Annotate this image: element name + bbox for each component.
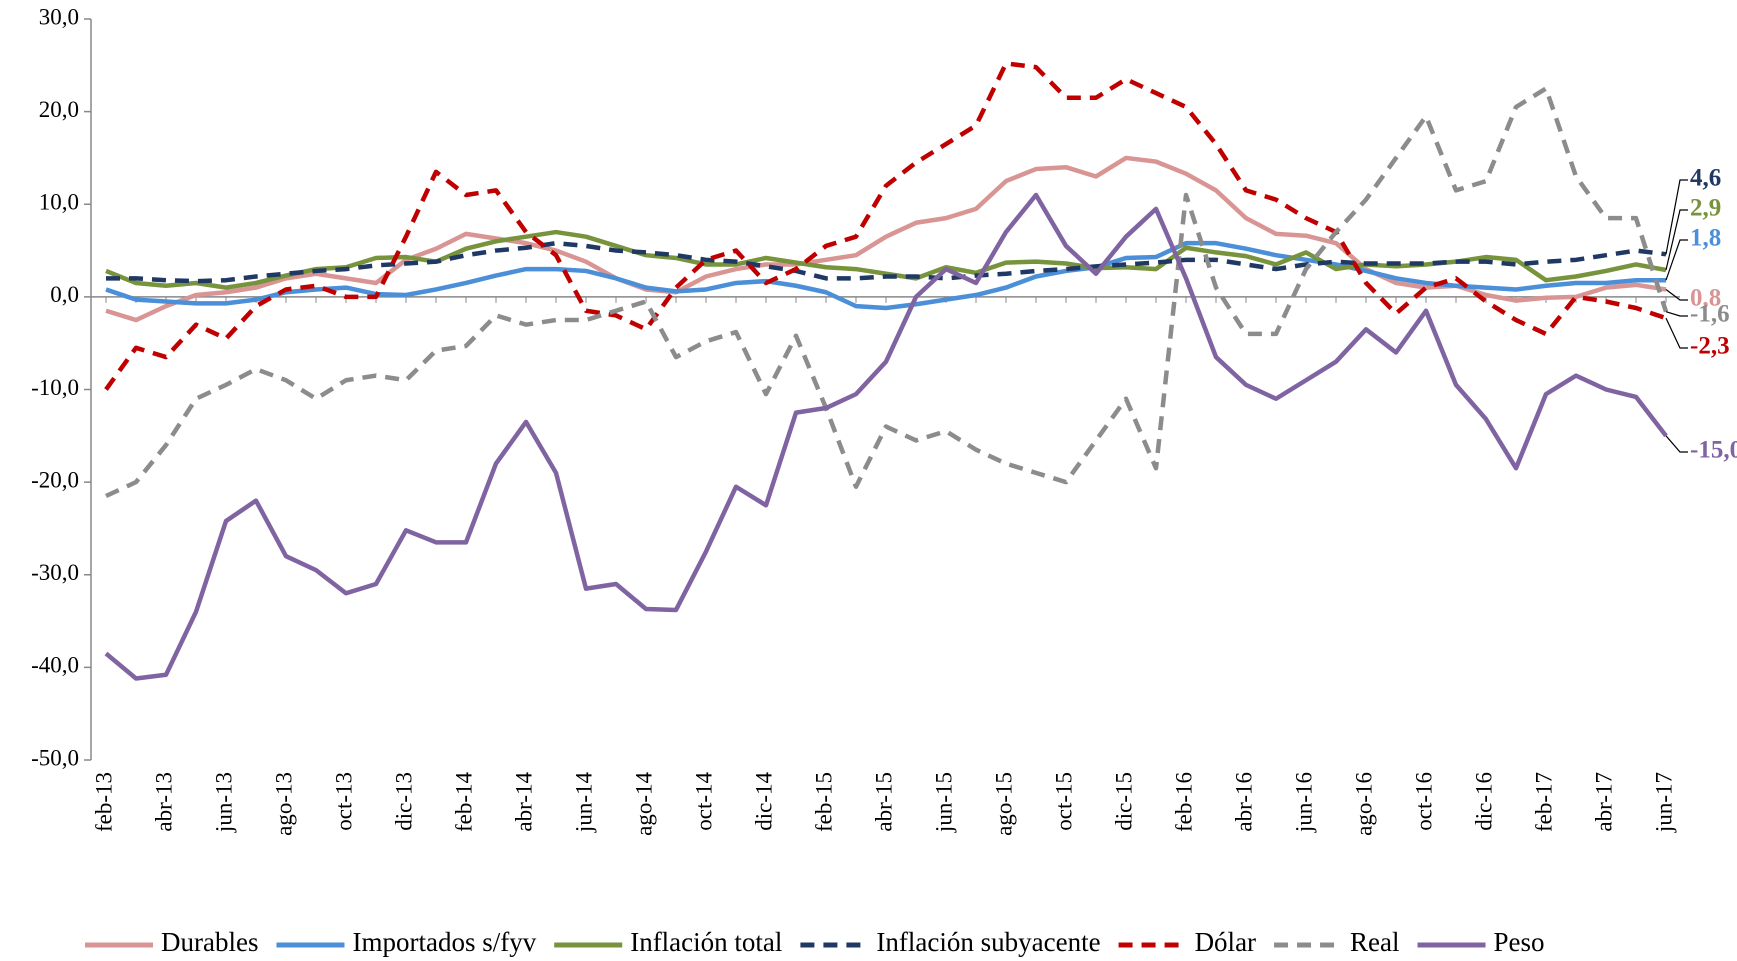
series-line — [105, 155, 1667, 323]
x-tick-label: oct-15 — [1051, 772, 1076, 831]
y-tick-label: -50,0 — [31, 745, 79, 770]
end-label: -1,6 — [1690, 301, 1730, 328]
y-tick-label: 20,0 — [39, 97, 79, 122]
x-tick-label: jun-15 — [931, 772, 956, 833]
series-line — [105, 86, 1669, 499]
legend-label: Inflación subyacente — [876, 927, 1100, 957]
x-tick-label: ago-14 — [631, 772, 656, 836]
x-tick-label: feb-17 — [1531, 772, 1556, 832]
x-tick-label: jun-16 — [1291, 772, 1316, 833]
x-tick-label: dic-13 — [391, 772, 416, 831]
x-tick-label: feb-15 — [811, 772, 836, 832]
legend-label: Peso — [1494, 927, 1545, 957]
legend-label: Real — [1350, 927, 1399, 957]
x-tick-label: ago-13 — [271, 772, 296, 836]
legend-label: Importados s/fyv — [352, 927, 536, 957]
y-tick-label: -20,0 — [31, 467, 79, 492]
y-tick-label: 10,0 — [39, 190, 79, 215]
x-tick-label: feb-16 — [1171, 772, 1196, 832]
label-leader — [1665, 317, 1688, 349]
x-tick-label: dic-15 — [1111, 772, 1136, 831]
x-tick-label: ago-16 — [1351, 772, 1376, 836]
end-label: -2,3 — [1690, 333, 1730, 360]
x-tick-label: abr-15 — [871, 772, 896, 832]
series-line — [106, 240, 1667, 284]
series-line — [104, 61, 1667, 391]
series-line — [105, 229, 1667, 290]
x-tick-label: dic-16 — [1471, 772, 1496, 831]
label-leader — [1665, 209, 1688, 271]
end-label: 0,8 — [1690, 285, 1721, 312]
series-line — [104, 192, 1668, 681]
series-line — [105, 240, 1666, 311]
legend-label: Dólar — [1195, 927, 1256, 957]
end-label: 1,8 — [1690, 225, 1721, 252]
x-tick-label: jun-14 — [571, 772, 596, 834]
legend-label: Durables — [161, 927, 258, 957]
x-tick-label: abr-16 — [1231, 772, 1256, 832]
end-label: -15,0 — [1690, 437, 1737, 464]
x-tick-label: oct-16 — [1411, 772, 1436, 831]
y-tick-label: -10,0 — [31, 375, 79, 400]
x-tick-label: feb-14 — [451, 772, 476, 833]
x-tick-label: feb-13 — [91, 772, 116, 832]
label-leader — [1665, 239, 1688, 281]
x-tick-label: abr-17 — [1591, 772, 1616, 832]
x-tick-label: jun-13 — [211, 772, 236, 833]
label-leader — [1665, 435, 1688, 453]
end-label: 2,9 — [1690, 195, 1721, 222]
y-tick-label: 0,0 — [50, 282, 79, 307]
y-tick-label: -40,0 — [31, 653, 79, 678]
x-tick-label: oct-13 — [331, 772, 356, 831]
x-tick-label: abr-13 — [151, 772, 176, 832]
x-tick-label: ago-15 — [991, 772, 1016, 836]
y-tick-label: -30,0 — [31, 560, 79, 585]
x-tick-label: abr-14 — [511, 772, 536, 832]
x-tick-label: jun-17 — [1651, 772, 1676, 833]
end-label: 4,6 — [1690, 165, 1721, 192]
x-tick-label: dic-14 — [751, 772, 776, 831]
label-leader — [1665, 288, 1688, 301]
label-leader — [1665, 311, 1688, 317]
y-tick-label: 30,0 — [39, 4, 79, 29]
x-tick-label: oct-14 — [691, 772, 716, 831]
legend-label: Inflación total — [630, 927, 782, 957]
label-leader — [1665, 179, 1688, 255]
